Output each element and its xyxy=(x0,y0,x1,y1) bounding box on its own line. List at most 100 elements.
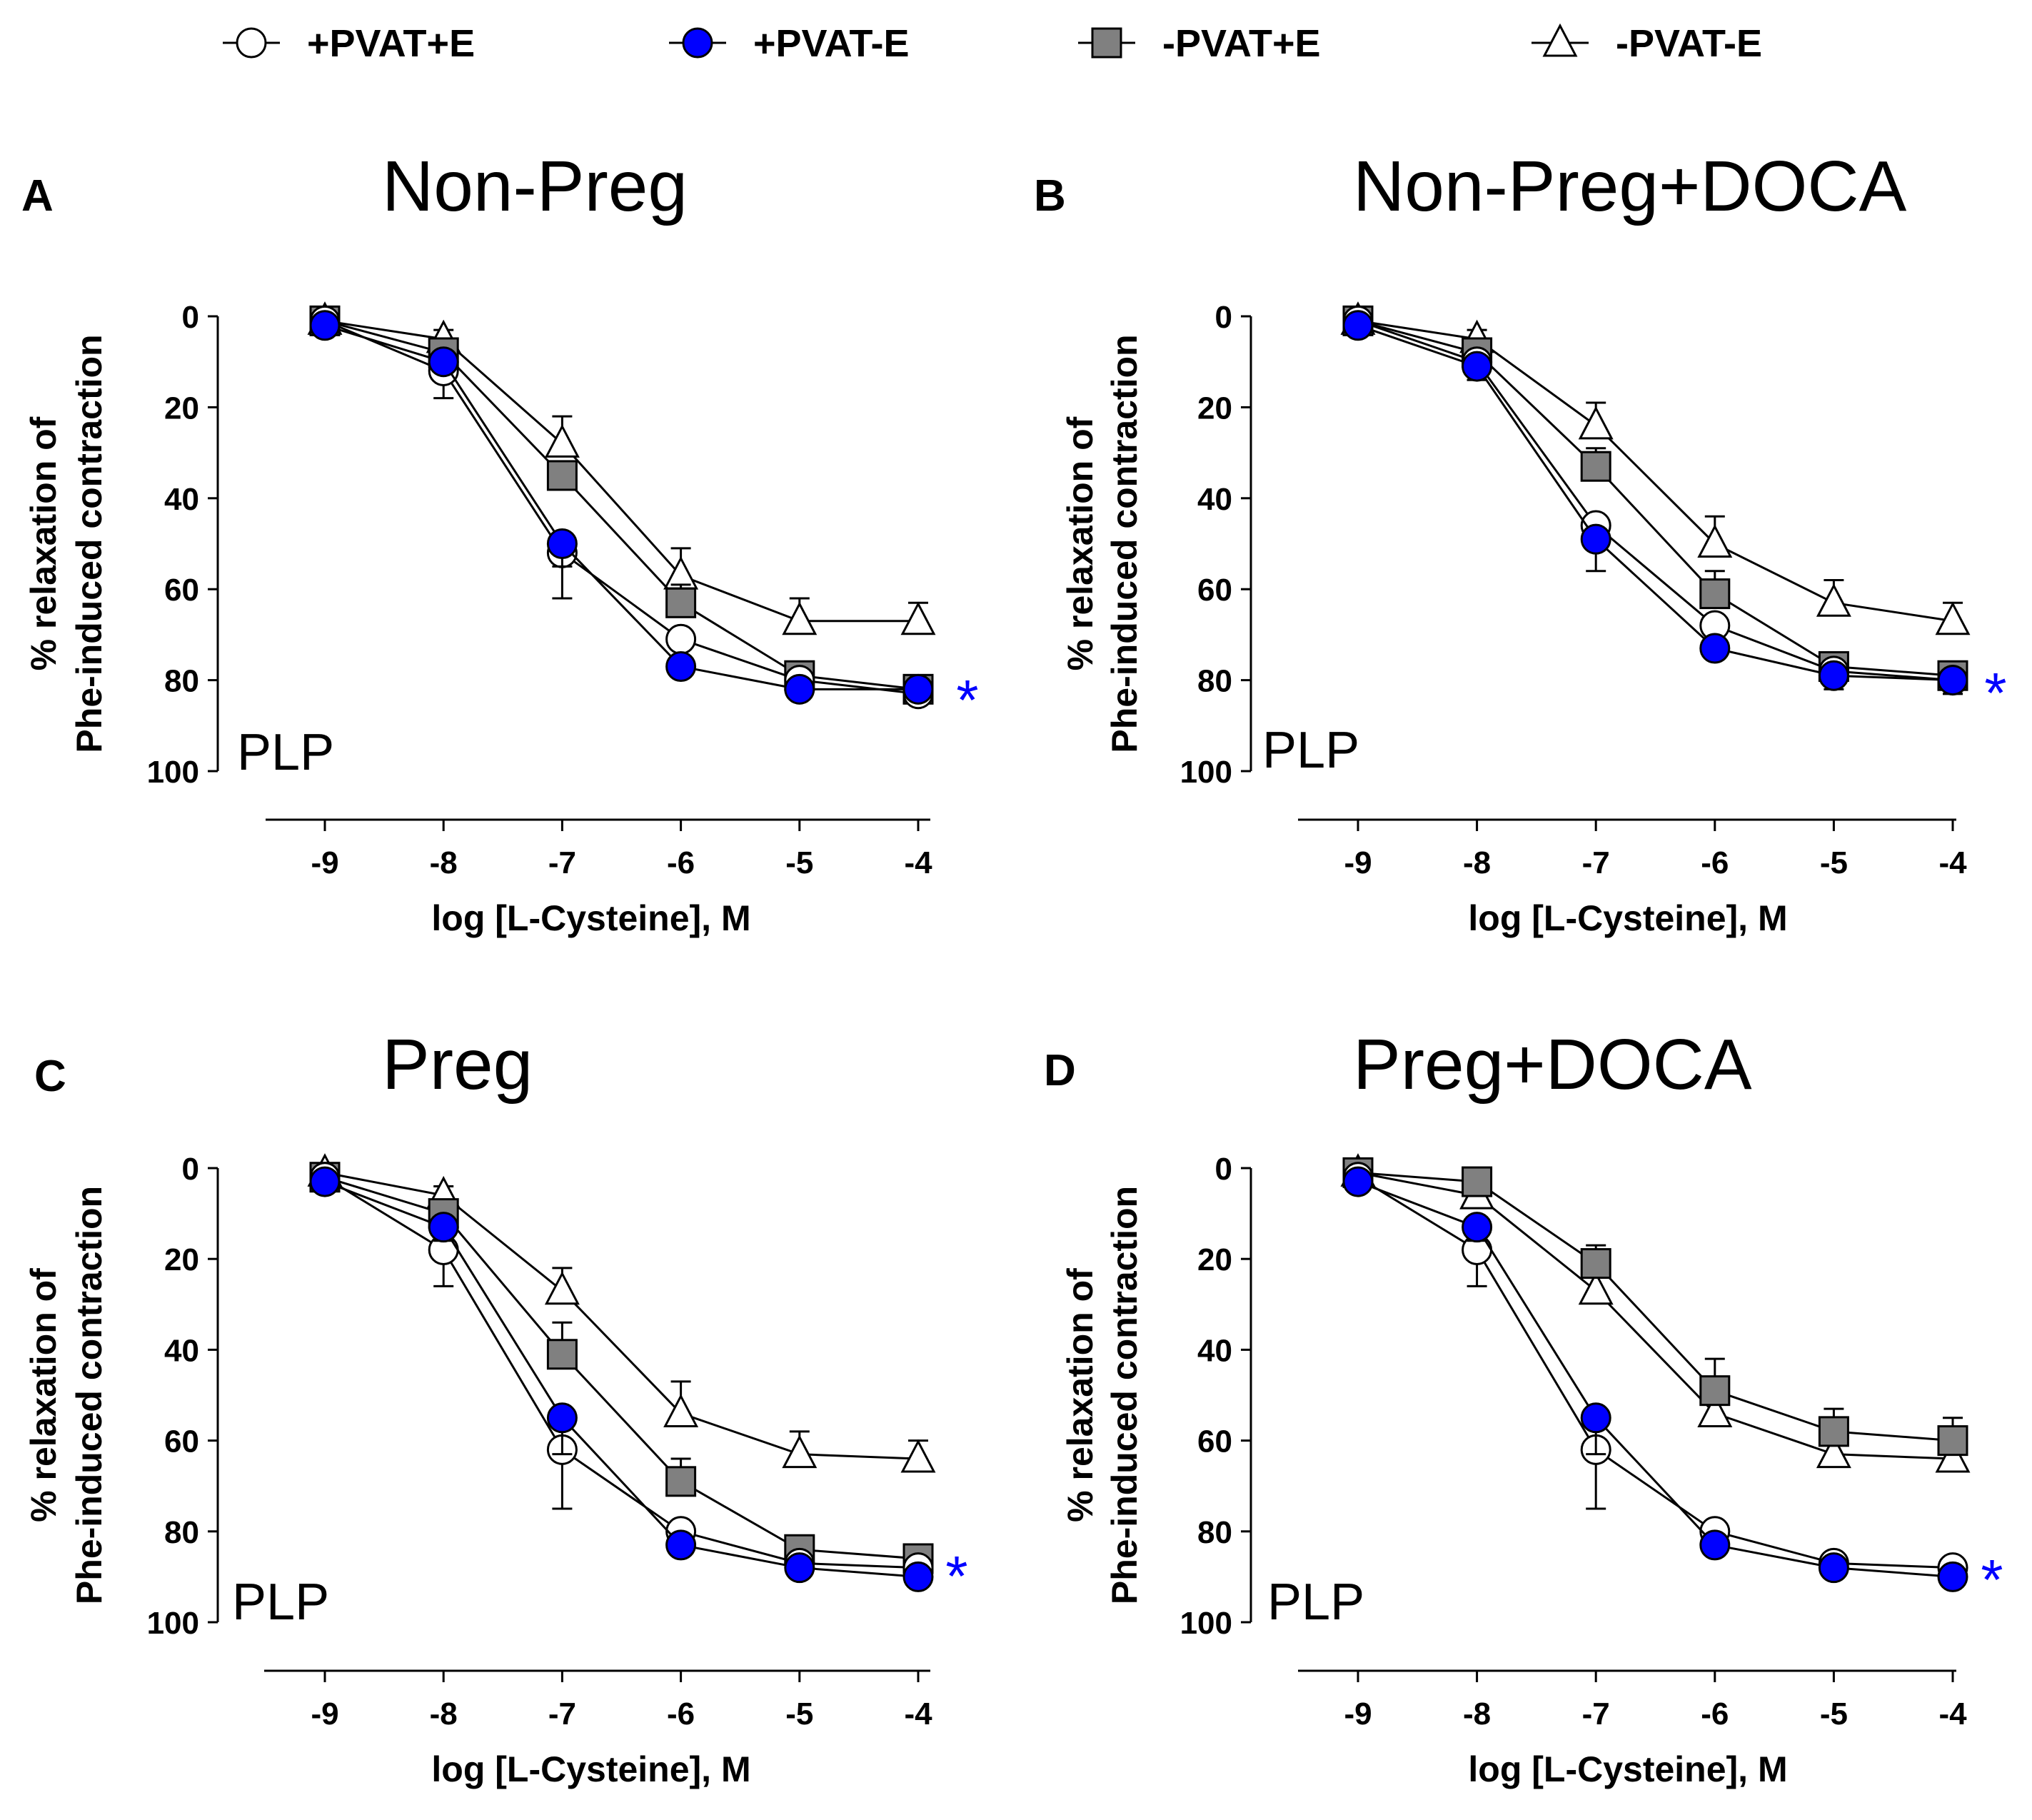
plp-annotation: PLP xyxy=(237,724,334,781)
series-plus-pvat-plus-e xyxy=(309,305,934,710)
data-point xyxy=(665,1529,697,1561)
data-point xyxy=(544,424,580,458)
panel-letter: B xyxy=(1034,171,1066,221)
y-tick-label: 100 xyxy=(1180,755,1232,790)
significance-marker: * xyxy=(1984,661,2006,725)
x-tick-label: -4 xyxy=(1938,1696,1967,1731)
data-point xyxy=(1818,1416,1849,1447)
legend-entry-plus-pvat-plus-e: +PVAT+E xyxy=(223,22,475,65)
series-line xyxy=(324,1176,919,1569)
x-tick-label: -6 xyxy=(1701,1696,1729,1731)
legend: +PVAT+E +PVAT-E -PVAT+E -PVAT-E xyxy=(223,22,1762,65)
y-tick-label: 100 xyxy=(1180,1606,1232,1641)
legend-marker xyxy=(1091,27,1122,59)
data-point xyxy=(1937,1561,1968,1592)
panel-a: A Non-Preg 0 20 40 60 80 100 -9 -8 -7 -6 -5 -4 log [L-… xyxy=(21,146,979,938)
x-tick-label: -4 xyxy=(904,1696,932,1731)
series-line xyxy=(1357,1180,1953,1578)
series-minus-pvat-plus-e xyxy=(1342,305,1968,691)
significance-marker: * xyxy=(945,1544,967,1608)
data-point xyxy=(1699,1375,1731,1407)
x-tick-label: -5 xyxy=(1820,1696,1848,1731)
series-plus-pvat-minus-e xyxy=(1342,310,1968,696)
legend-entry-plus-pvat-minus-e: +PVAT-E xyxy=(669,22,910,65)
y-tick-label: 60 xyxy=(1197,1424,1232,1459)
data-point xyxy=(902,1561,934,1592)
x-tick-label: -6 xyxy=(667,1696,695,1731)
x-tick-label: -7 xyxy=(548,1696,576,1731)
y-tick-label: 20 xyxy=(1197,391,1232,426)
panels: A Non-Preg 0 20 40 60 80 100 -9 -8 -7 -6 -5 -4 log [L-… xyxy=(21,146,2007,1789)
y-tick-label: 20 xyxy=(164,1242,199,1277)
x-tick-label: -9 xyxy=(1344,1696,1372,1731)
x-tick-label: -9 xyxy=(311,1696,338,1731)
y-tick-label: 60 xyxy=(164,573,199,608)
y-tick-label: 80 xyxy=(164,664,199,699)
x-tick-label: -8 xyxy=(430,1696,458,1731)
series-line xyxy=(1357,324,1953,682)
x-tick-label: -9 xyxy=(1344,845,1372,880)
series-line xyxy=(1357,1171,1953,1460)
legend-entry-minus-pvat-minus-e: -PVAT-E xyxy=(1531,22,1762,65)
y-tick-label: 80 xyxy=(164,1515,199,1550)
data-point xyxy=(1580,451,1611,482)
series-line xyxy=(324,1176,919,1560)
data-point xyxy=(428,346,459,378)
series-line xyxy=(1357,319,1953,682)
legend-label: +PVAT-E xyxy=(753,22,910,65)
data-point xyxy=(1818,1552,1849,1584)
data-point xyxy=(1699,1529,1731,1561)
y-tick-label: 0 xyxy=(1215,1152,1232,1187)
data-point xyxy=(1937,1425,1968,1457)
x-tick-label: -8 xyxy=(1463,1696,1491,1731)
data-point xyxy=(1699,633,1731,664)
legend-label: -PVAT+E xyxy=(1162,22,1321,65)
x-tick-label: -7 xyxy=(1582,1696,1610,1731)
y-tick-label: 100 xyxy=(147,755,199,790)
series-plus-pvat-minus-e xyxy=(1342,1166,1968,1592)
legend-label: +PVAT+E xyxy=(307,22,475,65)
plp-annotation: PLP xyxy=(1262,722,1359,779)
y-tick-label: 60 xyxy=(1197,573,1232,608)
x-axis-label: log [L-Cysteine], M xyxy=(431,898,750,938)
series-plus-pvat-plus-e xyxy=(1342,1162,1968,1584)
panel-c: C Preg 0 20 40 60 80 100 -9 -8 -7 -6 -5 -4 log [L-Cyst… xyxy=(24,1025,968,1789)
data-point xyxy=(902,673,934,705)
series-line xyxy=(324,1180,919,1578)
y-axis-label-line2: Phe-induced contraction xyxy=(69,334,109,753)
data-point xyxy=(1697,1394,1733,1427)
series-plus-pvat-plus-e xyxy=(309,1162,934,1584)
data-point xyxy=(309,310,341,341)
x-tick-label: -8 xyxy=(1463,845,1491,880)
data-point xyxy=(1699,578,1731,610)
series-line xyxy=(324,319,919,690)
y-axis-label-line2: Phe-induced contraction xyxy=(1105,334,1145,753)
x-axis-label: log [L-Cysteine], M xyxy=(1468,898,1787,938)
data-point xyxy=(546,528,578,559)
data-point xyxy=(665,587,697,618)
plp-annotation: PLP xyxy=(1267,1574,1364,1631)
data-point xyxy=(546,1339,578,1370)
panel-b: B Non-Preg+DOCA 0 20 40 60 80 100 -9 -8 -7 -6 -5 -4 lo… xyxy=(1034,146,2007,938)
y-axis-label-line2: Phe-induced contraction xyxy=(1105,1186,1145,1604)
panel-title: Non-Preg xyxy=(382,146,688,226)
series-minus-pvat-minus-e xyxy=(307,1153,936,1473)
data-point xyxy=(309,1166,341,1197)
x-tick-label: -5 xyxy=(1820,845,1848,880)
x-tick-label: -6 xyxy=(667,845,695,880)
data-point xyxy=(1818,660,1849,691)
legend-marker xyxy=(1542,23,1578,57)
y-tick-label: 60 xyxy=(164,1424,199,1459)
x-axis-label: log [L-Cysteine], M xyxy=(1468,1749,1787,1789)
panel-title: Preg+DOCA xyxy=(1353,1025,1752,1105)
x-tick-label: -8 xyxy=(430,845,458,880)
series-line xyxy=(1357,319,1953,677)
y-tick-label: 40 xyxy=(164,482,199,517)
series-plus-pvat-minus-e xyxy=(309,1166,934,1592)
data-point xyxy=(1580,1248,1611,1279)
panel-d: D Preg+DOCA 0 20 40 60 80 100 -9 -8 -7 -6 -5 -4 log [L… xyxy=(1044,1025,2003,1789)
panel-title: Preg xyxy=(382,1025,533,1105)
data-point xyxy=(1462,351,1493,382)
x-tick-label: -4 xyxy=(904,845,932,880)
data-point xyxy=(663,1394,699,1427)
